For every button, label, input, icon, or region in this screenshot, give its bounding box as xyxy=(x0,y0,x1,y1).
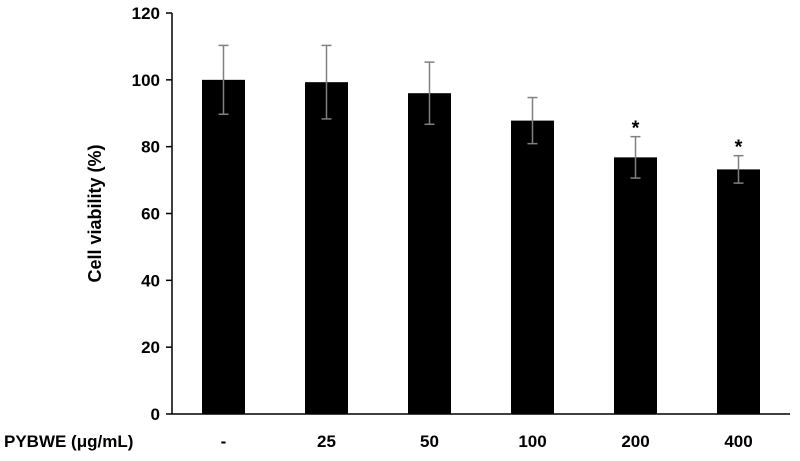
y-axis-ticks: 0 20 40 60 80 100 120 xyxy=(132,4,172,424)
x-axis-label: PYBWE (μg/mL) xyxy=(4,432,133,451)
bar xyxy=(511,120,554,414)
y-tick-label: 60 xyxy=(141,205,160,224)
error-bar xyxy=(321,44,332,120)
error-bar xyxy=(630,135,641,179)
bar xyxy=(202,79,245,414)
error-bar xyxy=(218,44,229,116)
x-axis-tick-labels: - 25 50 100 200 400 xyxy=(221,432,753,451)
y-tick-label: 80 xyxy=(141,138,160,157)
x-tick-label: - xyxy=(221,432,227,451)
x-tick-label: 200 xyxy=(621,432,649,451)
significance-asterisk: * xyxy=(735,137,743,159)
x-tick-label: 50 xyxy=(420,432,439,451)
bar xyxy=(717,169,760,414)
y-tick-label: 40 xyxy=(141,271,160,290)
bar xyxy=(305,82,348,415)
bars xyxy=(202,79,760,415)
y-tick-label: 100 xyxy=(132,71,160,90)
x-tick-label: 100 xyxy=(518,432,546,451)
y-axis-label: Cell viability (%) xyxy=(85,144,105,282)
y-tick-label: 0 xyxy=(151,405,160,424)
y-tick-label: 120 xyxy=(132,4,160,23)
error-bar xyxy=(424,61,435,126)
error-bar xyxy=(733,154,744,184)
bar xyxy=(614,157,657,415)
error-bar xyxy=(527,96,538,145)
error-bars xyxy=(218,44,744,184)
x-tick-label: 400 xyxy=(724,432,752,451)
bar xyxy=(408,93,451,414)
significance-markers: ** xyxy=(632,118,743,159)
y-tick-label: 20 xyxy=(141,338,160,357)
significance-asterisk: * xyxy=(632,118,640,140)
x-tick-label: 25 xyxy=(317,432,336,451)
